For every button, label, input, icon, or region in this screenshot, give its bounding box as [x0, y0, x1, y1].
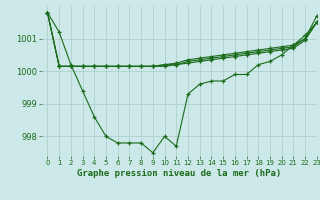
X-axis label: Graphe pression niveau de la mer (hPa): Graphe pression niveau de la mer (hPa)	[77, 169, 281, 178]
